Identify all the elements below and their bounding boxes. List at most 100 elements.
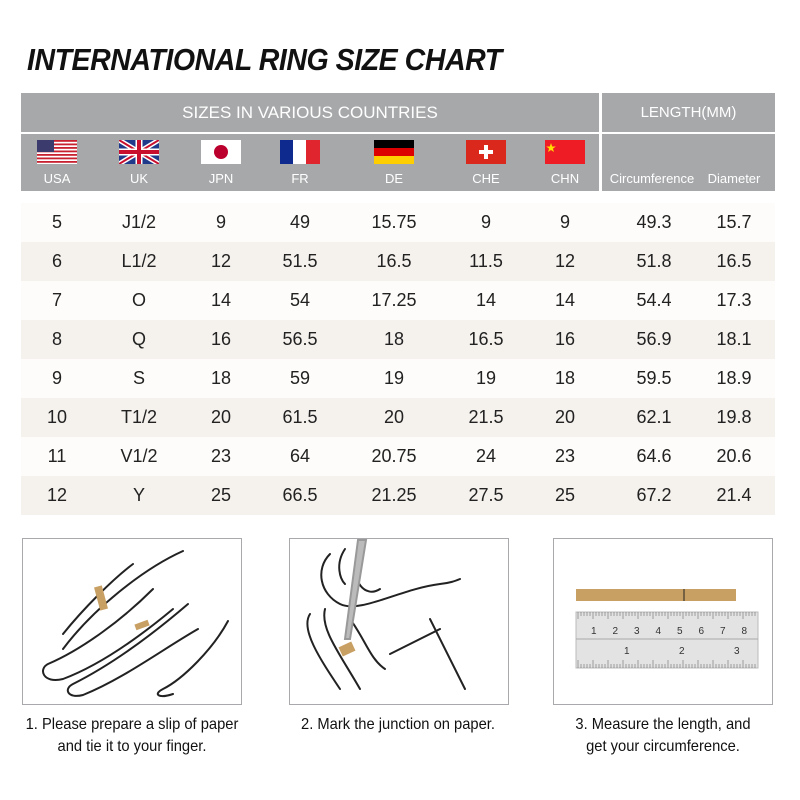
table-cell: 18 xyxy=(554,368,576,388)
ruler-top-number: 7 xyxy=(720,626,726,637)
table-cell: 8 xyxy=(51,329,63,349)
diameter-label: Diameter xyxy=(707,171,761,186)
length-header: LENGTH(MM) xyxy=(602,93,775,132)
ruler-top-number: 1 xyxy=(591,626,597,637)
table-cell: 25 xyxy=(210,485,232,505)
table-cell: 54 xyxy=(289,290,311,310)
page-title: INTERNATIONAL RING SIZE CHART xyxy=(27,42,502,77)
table-cell: 20.6 xyxy=(716,446,752,466)
country-label: JPN xyxy=(208,171,234,186)
table-cell: 51.8 xyxy=(636,251,672,271)
table-cell: 12 xyxy=(210,251,232,271)
country-label: CHN xyxy=(550,171,580,186)
table-cell: 16 xyxy=(210,329,232,349)
table-cell: 12 xyxy=(554,251,576,271)
table-cell: 20 xyxy=(210,407,232,427)
table-cell: 19.8 xyxy=(716,407,752,427)
ruler-bottom-number: 3 xyxy=(734,646,740,657)
table-cell: 9 xyxy=(51,368,63,388)
step-1-line-2: and tie it to your finger. xyxy=(57,738,207,755)
table-cell: 12 xyxy=(46,485,68,505)
step-1-caption: 1. Please prepare a slip of paper and tie… xyxy=(12,714,251,758)
table-cell: 56.5 xyxy=(282,329,318,349)
table-cell: 18 xyxy=(383,329,405,349)
table-cell: 18.9 xyxy=(716,368,752,388)
table-cell: 9 xyxy=(215,212,227,232)
circumference-label: Circumference xyxy=(609,171,695,186)
step-3-line-1: 3. Measure the length, and xyxy=(575,716,751,733)
country-header-row: USA UK JPN FR DE CHE CHN xyxy=(21,134,599,191)
ruler-bottom-number: 1 xyxy=(624,646,630,657)
table-cell: 14 xyxy=(210,290,232,310)
step-2-line-1: 2. Mark the junction on paper. xyxy=(301,716,495,733)
table-cell: 54.4 xyxy=(636,290,672,310)
table-cell: 21.4 xyxy=(716,485,752,505)
ruler-top-number: 8 xyxy=(742,626,748,637)
table-cell: 27.5 xyxy=(468,485,504,505)
table-row: 10 T1/2 20 61.5 20 21.5 20 62.1 19.8 xyxy=(21,398,775,437)
step-2-illustration xyxy=(289,538,509,705)
table-cell: 66.5 xyxy=(282,485,318,505)
switzerland-flag-icon xyxy=(466,140,506,164)
table-cell: 49 xyxy=(289,212,311,232)
table-cell: Y xyxy=(132,485,146,505)
table-row: 11 V1/2 23 64 20.75 24 23 64.6 20.6 xyxy=(21,437,775,476)
table-cell: 19 xyxy=(383,368,405,388)
table-row: 7 O 14 54 17.25 14 14 54.4 17.3 xyxy=(21,281,775,320)
uk-flag-icon xyxy=(119,140,159,164)
step-3-caption: 3. Measure the length, and get your circu… xyxy=(543,714,782,758)
table-cell: V1/2 xyxy=(120,446,158,466)
table-cell: 18.1 xyxy=(716,329,752,349)
table-cell: 64.6 xyxy=(636,446,672,466)
table-cell: 17.25 xyxy=(371,290,417,310)
table-cell: Q xyxy=(131,329,147,349)
table-cell: 56.9 xyxy=(636,329,672,349)
table-cell: 23 xyxy=(210,446,232,466)
table-cell: 6 xyxy=(51,251,63,271)
table-cell: 25 xyxy=(554,485,576,505)
step-3-line-2: get your circumference. xyxy=(586,738,740,755)
table-cell: 17.3 xyxy=(716,290,752,310)
us-flag-icon xyxy=(37,140,77,164)
table-cell: 67.2 xyxy=(636,485,672,505)
table-cell: 16.5 xyxy=(716,251,752,271)
length-subheader-row: Circumference Diameter xyxy=(602,134,775,191)
japan-flag-icon xyxy=(201,140,241,164)
table-cell: 61.5 xyxy=(282,407,318,427)
table-cell: 59.5 xyxy=(636,368,672,388)
table-cell: 11 xyxy=(47,446,67,466)
ruler-top-number: 6 xyxy=(699,626,705,637)
table-cell: 9 xyxy=(559,212,571,232)
table-cell: 14 xyxy=(554,290,576,310)
france-flag-icon xyxy=(280,140,320,164)
table-cell: T1/2 xyxy=(120,407,158,427)
sizes-header: SIZES IN VARIOUS COUNTRIES xyxy=(21,93,599,132)
country-label: UK xyxy=(129,171,149,186)
ruler-top-number: 2 xyxy=(613,626,619,637)
china-flag-icon xyxy=(545,140,585,164)
country-label: DE xyxy=(384,171,404,186)
table-cell: 19 xyxy=(475,368,497,388)
table-cell: 10 xyxy=(46,407,68,427)
ruler-bottom-number: 2 xyxy=(679,646,685,657)
table-cell: 21.5 xyxy=(468,407,504,427)
country-label: CHE xyxy=(472,171,500,186)
hand-marking-paper-icon xyxy=(306,539,466,690)
table-cell: 9 xyxy=(480,212,492,232)
table-cell: 18 xyxy=(210,368,232,388)
ruler-and-paper-strip-icon: 1 2 3 4 5 6 7 81 2 3 xyxy=(575,589,759,669)
table-cell: 20.75 xyxy=(371,446,417,466)
table-cell: 11.5 xyxy=(469,251,503,271)
table-cell: 21.25 xyxy=(371,485,417,505)
hand-with-paper-icon xyxy=(42,550,229,698)
table-cell: 15.7 xyxy=(716,212,752,232)
table-cell: 51.5 xyxy=(282,251,318,271)
table-cell: 24 xyxy=(475,446,497,466)
table-cell: 20 xyxy=(554,407,576,427)
table-cell: O xyxy=(131,290,147,310)
step-2-caption: 2. Mark the junction on paper. xyxy=(278,714,517,736)
table-cell: 16.5 xyxy=(468,329,504,349)
table-cell: J1/2 xyxy=(121,212,157,232)
step-1-illustration xyxy=(22,538,242,705)
